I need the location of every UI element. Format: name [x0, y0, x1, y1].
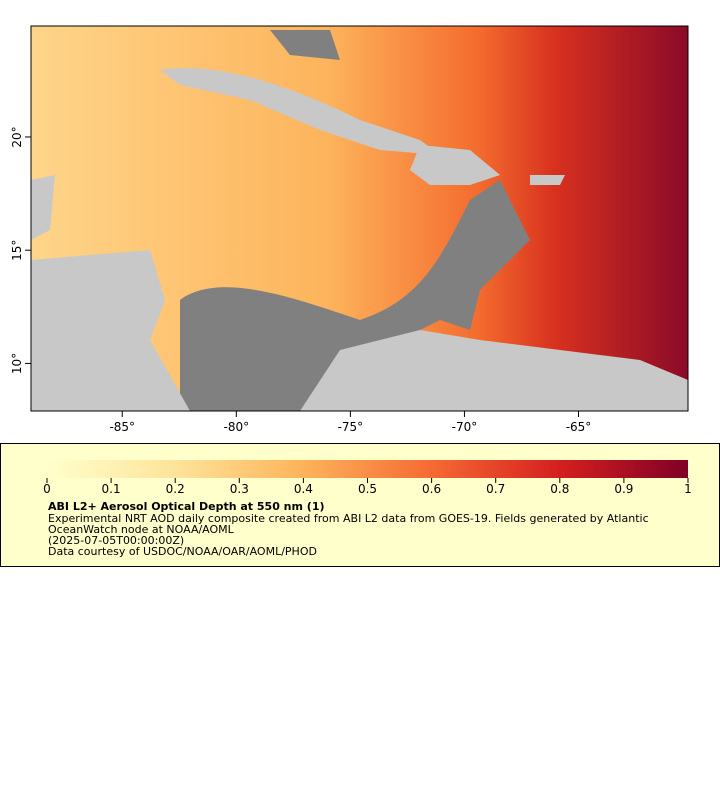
colorbar-tick-label: 1: [684, 482, 692, 496]
x-tick-label: -70°: [452, 420, 478, 434]
x-tick-label: -80°: [224, 420, 250, 434]
legend-line: OceanWatch node at NOAA/AOML: [48, 523, 235, 536]
colorbar-tick-label: 0.5: [358, 482, 377, 496]
y-tick-label: 20°: [10, 126, 24, 147]
colorbar-tick-label: 0: [43, 482, 51, 496]
x-tick-label: -85°: [109, 420, 135, 434]
colorbar-tick-label: 0.3: [230, 482, 249, 496]
colorbar-tick-label: 0.2: [166, 482, 185, 496]
legend-title: ABI L2+ Aerosol Optical Depth at 550 nm …: [48, 500, 325, 513]
colorbar-tick-label: 0.6: [422, 482, 441, 496]
colorbar-tick-label: 0.9: [614, 482, 633, 496]
colorbar: [47, 460, 688, 478]
map-frame: [30, 25, 689, 412]
legend-line: (2025-07-05T00:00:00Z): [48, 534, 184, 547]
x-tick-label: -65°: [566, 420, 592, 434]
legend-line: Experimental NRT AOD daily composite cre…: [48, 512, 649, 525]
x-tick-label: -75°: [338, 420, 364, 434]
y-tick-label: 10°: [10, 353, 24, 374]
legend-line: Data courtesy of USDOC/NOAA/OAR/AOML/PHO…: [48, 545, 317, 558]
colorbar-tick-label: 0.8: [550, 482, 569, 496]
colorbar-tick-label: 0.7: [486, 482, 505, 496]
map-image: [31, 26, 688, 411]
colorbar-tick-label: 0.1: [102, 482, 121, 496]
colorbar-tick-label: 0.4: [294, 482, 313, 496]
y-tick-label: 15°: [10, 240, 24, 261]
